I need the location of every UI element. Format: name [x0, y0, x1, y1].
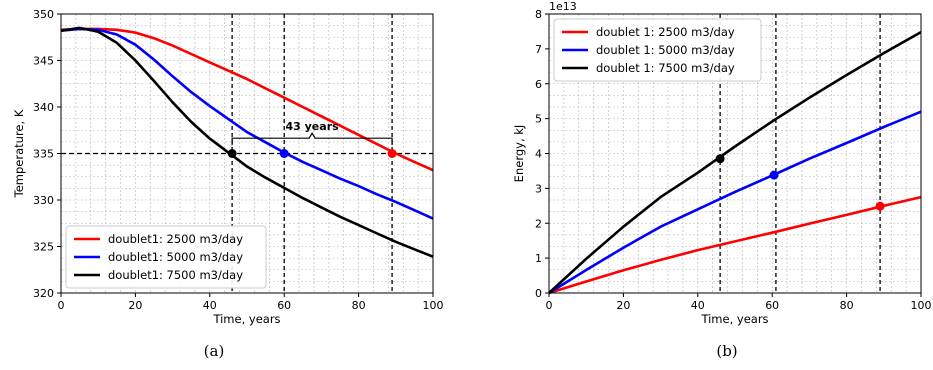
y-tick-label: 3: [535, 182, 542, 195]
annotation-label: 43 years: [286, 120, 340, 133]
series-line-2: [60, 27, 434, 220]
caption-b: (b): [716, 342, 738, 360]
series-line-1: [60, 27, 434, 172]
annotation-bracket: [231, 132, 393, 146]
y-axis-label: Energy, kJ: [512, 125, 526, 183]
y-tick-label: 2: [535, 217, 542, 230]
axis-offset-text: 1e13: [549, 0, 577, 13]
data-marker: [387, 149, 397, 158]
legend-label: doublet1: 7500 m3/day: [108, 268, 243, 282]
legend-label: doublet 1: 2500 m3/day: [596, 25, 735, 39]
legend-label: doublet1: 5000 m3/day: [108, 250, 243, 264]
legend: doublet1: 2500 m3/day doublet1: 5000 m3/d…: [65, 225, 267, 289]
x-tick-label: 60: [277, 299, 291, 312]
y-tick-label: 6: [535, 78, 542, 91]
data-marker: [769, 170, 779, 180]
legend-box: [65, 225, 267, 289]
data-marker: [227, 149, 237, 158]
y-tick-label: 5: [535, 113, 542, 126]
y-tick-label: 4: [535, 148, 542, 161]
x-tick-label: 80: [352, 299, 366, 312]
x-tick-label: 0: [546, 299, 553, 312]
y-tick-label: 340: [33, 101, 54, 114]
x-axis-label: Time, years: [212, 312, 280, 326]
y-axis-label: Temperature, K: [12, 109, 26, 198]
legend-label: doublet 1: 5000 m3/day: [596, 43, 735, 57]
series-line-1: [548, 195, 922, 295]
y-tick-label: 335: [33, 148, 54, 161]
y-tick-label: 320: [33, 287, 54, 300]
panel-b-energy-chart: 0 20 40 60 80 100 0 1 2 3 4 5 6 7 8 Time, years Energy, …: [512, 0, 932, 326]
panel-a-temperature-chart: 43 years 0 20 40 60 80 100 320 325 330 335 340 345 35…: [12, 8, 444, 326]
series-line-3: [60, 26, 434, 258]
x-tick-label: 40: [691, 299, 705, 312]
y-tick-label: 7: [535, 43, 542, 56]
x-tick-label: 60: [765, 299, 779, 312]
series-line-3: [548, 30, 922, 294]
x-tick-label: 80: [840, 299, 854, 312]
y-tick-label: 325: [33, 241, 54, 254]
x-tick-label: 100: [423, 299, 444, 312]
x-tick-label: 0: [58, 299, 65, 312]
y-tick-label: 0: [535, 287, 542, 300]
x-tick-label: 100: [911, 299, 932, 312]
x-tick-label: 40: [203, 299, 217, 312]
data-marker: [715, 154, 725, 164]
y-tick-label: 1: [535, 252, 542, 265]
y-tick-label: 345: [33, 55, 54, 68]
y-tick-label: 8: [535, 8, 542, 21]
legend-box: [553, 18, 762, 82]
legend-label: doublet1: 2500 m3/day: [108, 232, 243, 246]
series-line-2: [548, 110, 922, 295]
data-marker: [279, 149, 289, 158]
y-tick-label: 330: [33, 194, 54, 207]
x-tick-label: 20: [128, 299, 142, 312]
legend: doublet 1: 2500 m3/day doublet 1: 5000 m3…: [553, 18, 762, 82]
x-tick-label: 20: [616, 299, 630, 312]
y-tick-label: 350: [33, 8, 54, 21]
x-axis-label: Time, years: [700, 312, 768, 326]
legend-label: doublet 1: 7500 m3/day: [596, 61, 735, 75]
data-marker: [875, 201, 885, 211]
caption-a: (a): [203, 342, 225, 360]
